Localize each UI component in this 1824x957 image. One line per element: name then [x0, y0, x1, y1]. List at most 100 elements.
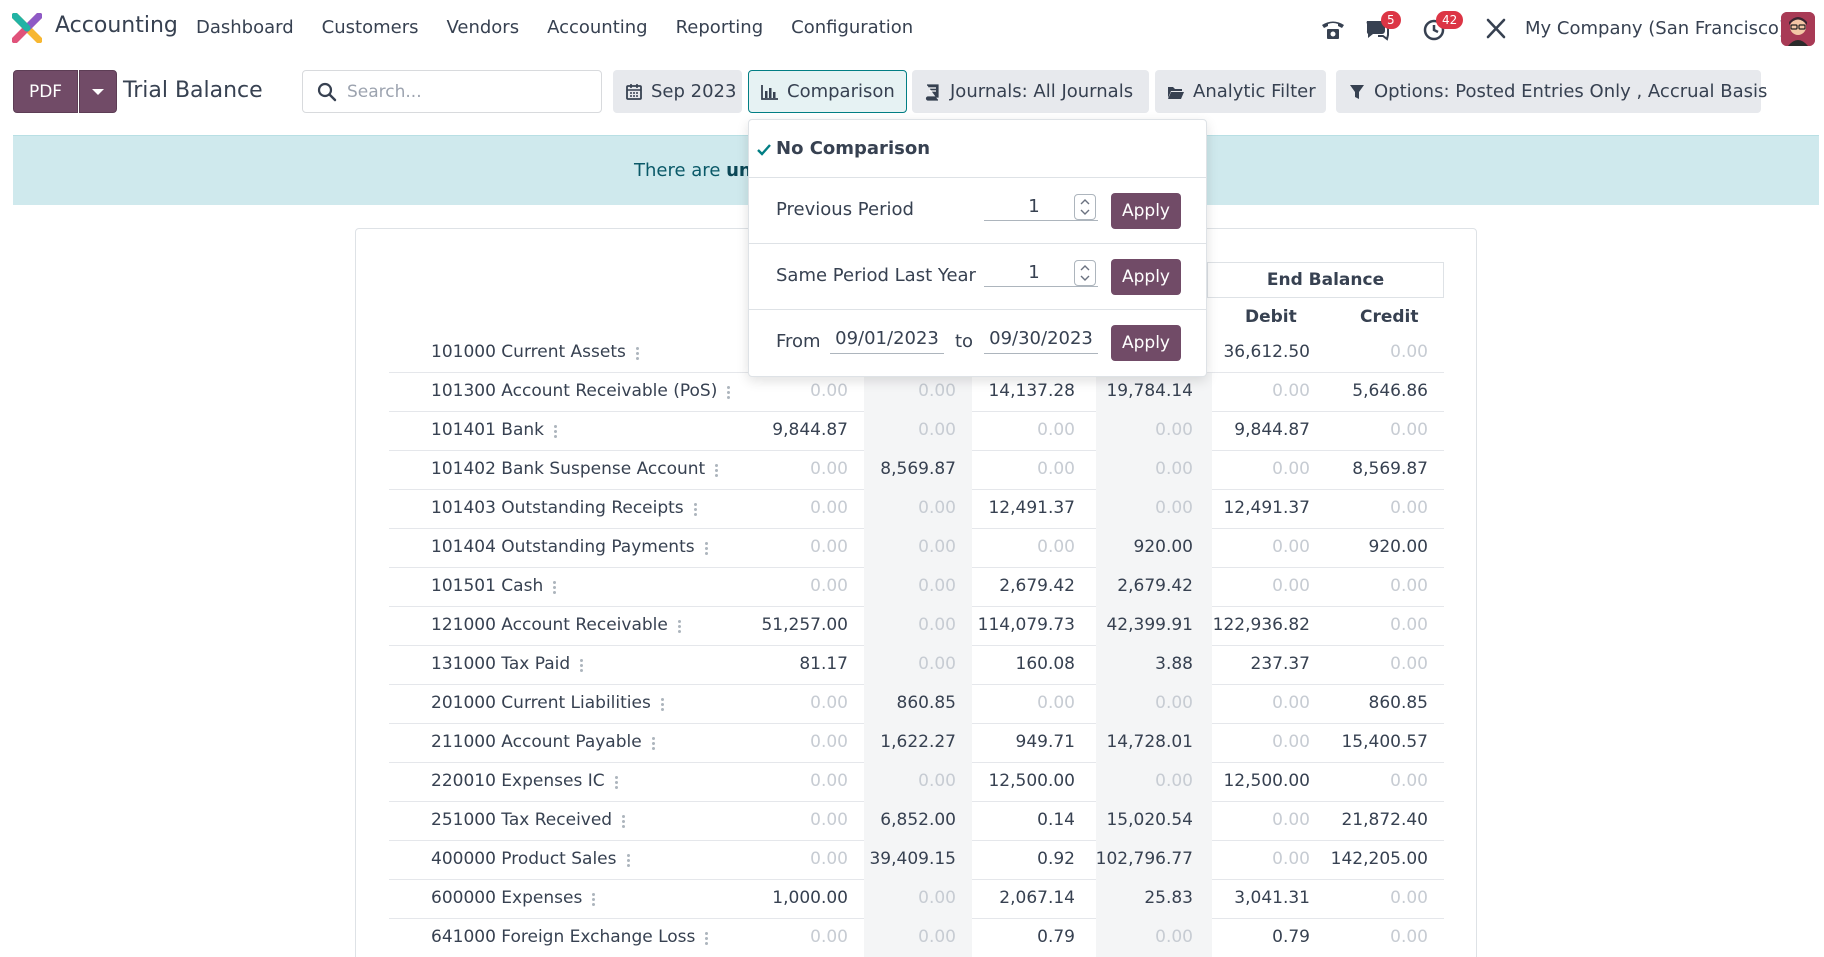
account-label[interactable]: 131000 Tax Paid	[431, 654, 584, 674]
account-name: 101403 Outstanding Receipts	[431, 498, 684, 518]
from-date-input[interactable]: 09/01/2023	[830, 324, 944, 354]
app-name[interactable]: Accounting	[55, 13, 178, 38]
column-shade	[1096, 373, 1212, 412]
table-row[interactable]: 220010 Expenses IC 0.00 0.00 12,500.00 0.00 1…	[389, 763, 1444, 802]
account-label[interactable]: 101501 Cash	[431, 576, 557, 596]
debug-tools-icon[interactable]	[1484, 17, 1510, 41]
comparison-button[interactable]: Comparison	[748, 70, 907, 113]
account-label[interactable]: 600000 Expenses	[431, 888, 596, 908]
row-menu-icon[interactable]	[660, 696, 664, 711]
row-menu-icon[interactable]	[715, 462, 719, 477]
amount-cell: 0.00	[1272, 381, 1310, 401]
row-menu-icon[interactable]	[592, 891, 596, 906]
amount-cell: 0.00	[810, 810, 848, 830]
table-row[interactable]: 641000 Foreign Exchange Loss 0.00 0.00 0.79…	[389, 919, 1444, 957]
menu-dashboard[interactable]: Dashboard	[196, 17, 294, 38]
table-row[interactable]: 101403 Outstanding Receipts 0.00 0.00 12,49…	[389, 490, 1444, 529]
table-row[interactable]: 101401 Bank 9,844.87 0.00 0.00 0.00 9,844.87 0…	[389, 412, 1444, 451]
previous-period-input[interactable]: 1	[984, 193, 1098, 221]
menu-accounting[interactable]: Accounting	[547, 17, 648, 38]
same-period-apply-button[interactable]: Apply	[1111, 259, 1181, 295]
search-input[interactable]: Search...	[302, 70, 602, 113]
table-row[interactable]: 121000 Account Receivable 51,257.00 0.00 11…	[389, 607, 1444, 646]
account-label[interactable]: 211000 Account Payable	[431, 732, 655, 752]
table-row[interactable]: 211000 Account Payable 0.00 1,622.27 949.71…	[389, 724, 1444, 763]
column-shade	[1096, 529, 1212, 568]
table-row[interactable]: 251000 Tax Received 0.00 6,852.00 0.14 15,02…	[389, 802, 1444, 841]
account-label[interactable]: 101300 Account Receivable (PoS)	[431, 381, 731, 401]
table-row[interactable]: 400000 Product Sales 0.00 39,409.15 0.92 102…	[389, 841, 1444, 880]
options-filter-button[interactable]: Options: Posted Entries Only , Accrual B…	[1336, 70, 1767, 113]
menu-customers[interactable]: Customers	[321, 17, 419, 38]
row-menu-icon[interactable]	[614, 774, 618, 789]
date-range-apply-button[interactable]: Apply	[1111, 325, 1181, 361]
menu-reporting[interactable]: Reporting	[675, 17, 764, 38]
menu-vendors[interactable]: Vendors	[446, 17, 520, 38]
account-label[interactable]: 201000 Current Liabilities	[431, 693, 664, 713]
account-label[interactable]: 101402 Bank Suspense Account	[431, 459, 719, 479]
previous-period-apply-button[interactable]: Apply	[1111, 193, 1181, 229]
row-menu-icon[interactable]	[727, 384, 731, 399]
account-label[interactable]: 641000 Foreign Exchange Loss	[431, 927, 709, 947]
row-menu-icon[interactable]	[622, 813, 626, 828]
row-menu-icon[interactable]	[554, 423, 557, 438]
amount-cell: 0.00	[810, 537, 848, 557]
account-label[interactable]: 121000 Account Receivable	[431, 615, 681, 635]
table-row[interactable]: 101402 Bank Suspense Account 0.00 8,569.87…	[389, 451, 1444, 490]
calendar-icon	[626, 83, 642, 100]
amount-cell: 0.00	[1155, 927, 1193, 947]
table-row[interactable]: 101501 Cash 0.00 0.00 2,679.42 2,679.42 0.00 0…	[389, 568, 1444, 607]
previous-period-stepper[interactable]	[1074, 194, 1096, 220]
account-label[interactable]: 101401 Bank	[431, 420, 557, 440]
pdf-button[interactable]: PDF	[13, 70, 78, 113]
top-navbar: Accounting Dashboard Customers Vendors A…	[0, 0, 1824, 58]
company-switcher[interactable]: My Company (San Francisco)	[1525, 18, 1786, 39]
row-menu-icon[interactable]	[580, 657, 584, 672]
amount-cell: 0.00	[1390, 342, 1428, 362]
row-menu-icon[interactable]	[626, 852, 630, 867]
debit-header: Debit	[1245, 307, 1297, 327]
account-label[interactable]: 400000 Product Sales	[431, 849, 630, 869]
phone-icon[interactable]	[1320, 17, 1346, 41]
to-date-input[interactable]: 09/30/2023	[984, 324, 1098, 354]
no-comparison-option[interactable]: No Comparison	[749, 120, 1206, 178]
row-menu-icon[interactable]	[553, 579, 557, 594]
column-shade	[1096, 763, 1212, 802]
amount-cell: 0.00	[918, 537, 956, 557]
amount-cell: 12,491.37	[1223, 498, 1310, 518]
amount-cell: 0.00	[810, 927, 848, 947]
export-dropdown-toggle[interactable]	[79, 70, 117, 113]
user-avatar[interactable]	[1781, 12, 1815, 46]
accounting-app-icon[interactable]	[12, 13, 42, 43]
table-row[interactable]: 131000 Tax Paid 81.17 0.00 160.08 3.88 237.37…	[389, 646, 1444, 685]
account-name: 641000 Foreign Exchange Loss	[431, 927, 696, 947]
account-label[interactable]: 101404 Outstanding Payments	[431, 537, 708, 557]
row-menu-icon[interactable]	[651, 735, 655, 750]
row-menu-icon[interactable]	[704, 540, 708, 555]
column-shade	[1096, 646, 1212, 685]
row-menu-icon[interactable]	[635, 345, 639, 360]
account-label[interactable]: 251000 Tax Received	[431, 810, 626, 830]
same-period-stepper[interactable]	[1074, 260, 1096, 286]
date-filter-label: Sep 2023	[651, 81, 737, 102]
table-row[interactable]: 201000 Current Liabilities 0.00 860.85 0.00…	[389, 685, 1444, 724]
amount-cell: 12,500.00	[988, 771, 1075, 791]
row-menu-icon[interactable]	[677, 618, 681, 633]
table-row[interactable]: 101300 Account Receivable (PoS) 0.00 0.00 1…	[389, 373, 1444, 412]
row-menu-icon[interactable]	[705, 930, 709, 945]
table-row[interactable]: 600000 Expenses 1,000.00 0.00 2,067.14 25.83…	[389, 880, 1444, 919]
same-period-input[interactable]: 1	[984, 259, 1098, 287]
account-label[interactable]: 101403 Outstanding Receipts	[431, 498, 697, 518]
account-name: 101401 Bank	[431, 420, 544, 440]
activity-clock-icon[interactable]	[1422, 17, 1448, 41]
date-filter-button[interactable]: Sep 2023	[613, 70, 742, 113]
table-row[interactable]: 101404 Outstanding Payments 0.00 0.00 0.00 9…	[389, 529, 1444, 568]
row-menu-icon[interactable]	[693, 501, 697, 516]
account-label[interactable]: 101000 Current Assets	[431, 342, 639, 362]
journals-filter-button[interactable]: Journals: All Journals	[912, 70, 1149, 113]
analytic-filter-button[interactable]: Analytic Filter	[1155, 70, 1326, 113]
menu-configuration[interactable]: Configuration	[791, 17, 914, 38]
amount-cell: 15,020.54	[1106, 810, 1193, 830]
caret-down-icon	[92, 88, 104, 95]
account-label[interactable]: 220010 Expenses IC	[431, 771, 618, 791]
